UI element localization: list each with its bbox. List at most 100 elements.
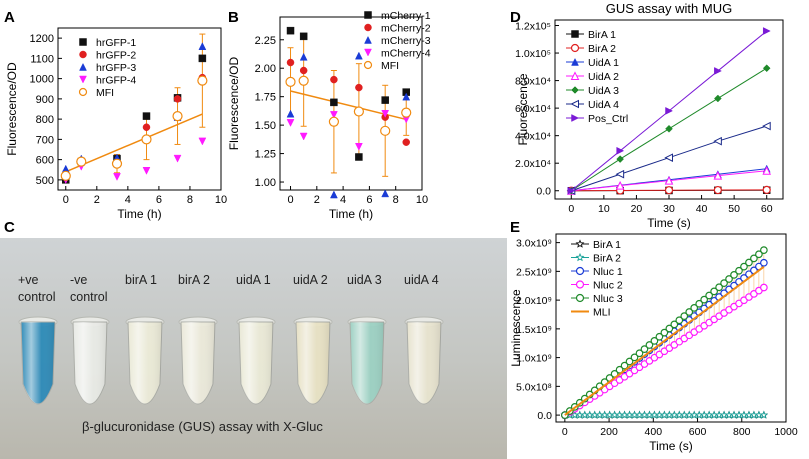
data-point: [60, 170, 71, 181]
tube-highlight: [407, 322, 441, 404]
data-point: [198, 137, 207, 146]
data-point: [355, 83, 363, 92]
y-axis-label: Fluorescence/OD: [227, 56, 241, 150]
x-tick-label: 10: [416, 194, 428, 206]
y-tick-label: 2.0x10⁴: [515, 158, 551, 170]
legend-marker: [571, 114, 580, 122]
panel-label-e: E: [510, 219, 520, 236]
legend-label: hrGFP-3: [96, 62, 136, 74]
tube-highlight: [239, 322, 273, 404]
data-point: [760, 283, 768, 292]
data-point: [142, 112, 151, 120]
data-point: [567, 186, 576, 195]
data-point: [730, 270, 738, 279]
data-point: [762, 121, 771, 131]
chart-b: 0 2 4 6 8 10 1.00 1.25 1.50 1.75 2.00 2.25 Time (h) F…: [227, 10, 431, 221]
data-point: [113, 173, 121, 181]
data-point: [381, 189, 390, 198]
y-tick-label: 1100: [30, 53, 54, 65]
y-tick-label: 600: [36, 155, 54, 167]
data-point: [680, 312, 689, 320]
data-point: [286, 26, 295, 35]
data-point: [328, 116, 340, 127]
y-tick-label: 8.0x10⁴: [515, 76, 551, 88]
data-point: [615, 365, 624, 374]
legend-label: UidA 3: [588, 85, 619, 97]
data-point: [616, 146, 625, 155]
x-tick-label: 8: [393, 194, 399, 206]
tube-highlight: [181, 322, 215, 404]
photo-caption: β-glucuronidase (GUS) assay with X-Gluc: [82, 419, 323, 434]
plot-frame: [279, 16, 423, 191]
data-point: [690, 303, 699, 312]
panel-label-c: C: [4, 219, 15, 236]
fit-line: [65, 113, 203, 173]
legend-marker: [575, 293, 585, 303]
x-axis-label: Time (h): [117, 207, 161, 221]
y-tick-label: 700: [36, 134, 54, 146]
chart-title: GUS assay with MUG: [606, 1, 732, 16]
data-point: [141, 134, 152, 145]
y-tick-label: 900: [36, 94, 54, 106]
x-tick-label: 4: [340, 194, 346, 206]
data-point: [664, 186, 674, 195]
tube-label: +ve: [18, 273, 39, 287]
data-point: [635, 349, 644, 358]
plot-frame: [57, 27, 222, 191]
data-point: [713, 170, 723, 180]
y-axis-label: Luminescence: [509, 289, 523, 367]
data-point: [675, 316, 684, 325]
legend-marker: [571, 57, 579, 66]
data-point: [298, 75, 309, 86]
data-point: [762, 185, 771, 195]
y-tick-label: 500: [36, 175, 54, 187]
data-point: [299, 132, 308, 141]
panel-label-a: A: [4, 9, 15, 26]
legend-label: hrGFP-4: [96, 75, 136, 87]
data-point: [402, 92, 411, 101]
chart-a: 0 2 4 6 8 10 500 600 700 800 900 1000 1100 1200 Time (…: [5, 27, 227, 221]
legend-label: Nluc 1: [593, 266, 623, 278]
data-point: [330, 190, 338, 199]
x-tick-label: 200: [600, 426, 618, 438]
legend-label: MFI: [96, 87, 114, 99]
data-point: [355, 153, 363, 161]
legend-marker: [364, 23, 372, 32]
x-tick-label: 10: [598, 203, 610, 215]
data-point: [401, 107, 412, 118]
y-tick-label: 1.2x10⁵: [515, 21, 551, 33]
data-point: [299, 52, 308, 61]
data-point: [354, 51, 363, 60]
x-tick-label: 20: [631, 203, 643, 215]
panel-label-b: B: [228, 9, 239, 26]
legend-marker: [570, 43, 580, 53]
data-point: [665, 106, 674, 115]
data-point: [198, 42, 207, 50]
data-point: [142, 123, 151, 131]
data-point: [286, 109, 295, 118]
data-point: [330, 75, 338, 84]
legend-marker: [79, 50, 87, 59]
x-tick-label: 2: [94, 194, 100, 206]
legend-marker: [364, 35, 372, 44]
x-axis-label: Time (s): [649, 439, 693, 453]
tube-label: uidA 4: [404, 273, 439, 287]
data-point: [142, 167, 151, 175]
legend-label: BirA 1: [593, 239, 621, 251]
data-point: [713, 136, 722, 146]
legend-label: mCherry-4: [381, 48, 431, 60]
data-point: [759, 410, 769, 419]
data-point: [665, 124, 673, 133]
y-tick-label: 2.0x10⁹: [516, 295, 552, 307]
data-point: [665, 324, 674, 333]
y-tick-label: 0.0: [537, 410, 552, 422]
x-tick-label: 40: [696, 203, 708, 215]
y-tick-label: 3.0x10⁹: [516, 238, 552, 250]
legend-marker: [78, 87, 88, 97]
legend-marker: [571, 30, 579, 38]
x-tick-label: 0: [562, 426, 568, 438]
y-tick-label: 800: [36, 114, 54, 126]
y-tick-label: 1.00: [255, 177, 276, 189]
data-point: [655, 332, 664, 341]
